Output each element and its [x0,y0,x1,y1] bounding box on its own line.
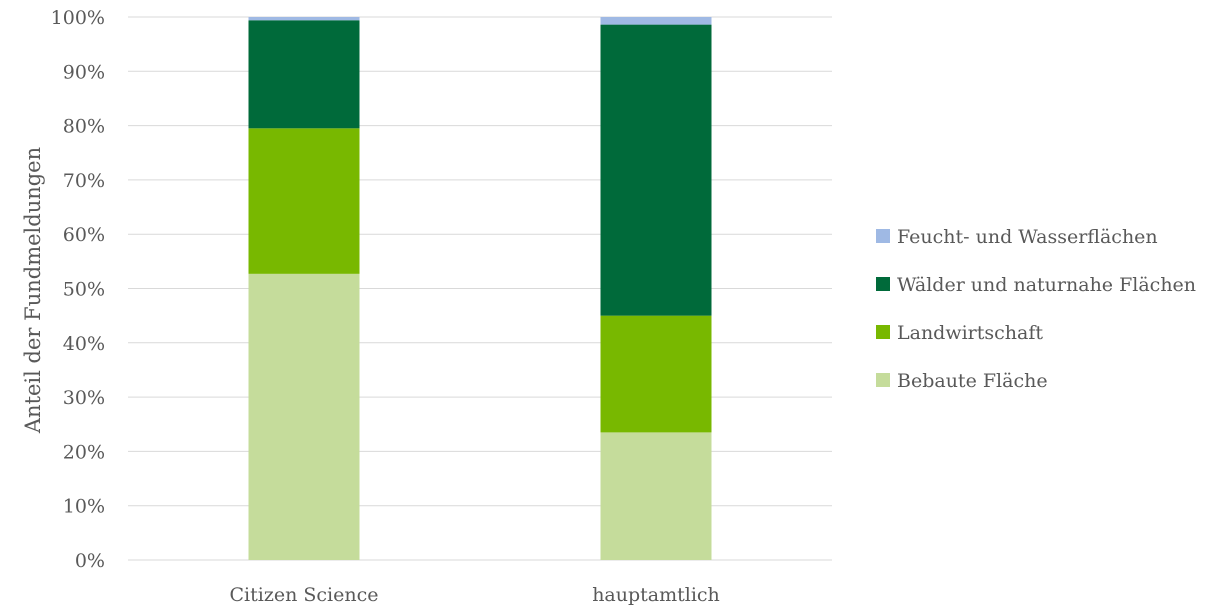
y-tick-label: 50% [63,279,105,301]
category-labels: Citizen Science hauptamtlich [230,584,720,606]
legend-swatch [876,229,890,243]
y-tick-label: 0% [75,550,105,572]
bar-segment [600,432,712,560]
y-tick-label: 90% [63,61,105,83]
gridlines [128,16,832,561]
legend-swatch [876,277,890,291]
y-tick-labels: 0% 10% 20% 30% 40% 50% 60% 70% 80% 90% 100% [51,7,105,572]
y-tick-label: 80% [63,116,105,138]
legend-label: Landwirtschaft [897,322,1043,344]
legend-label: Feucht- und Wasserflächen [897,226,1158,248]
category-label: Citizen Science [230,584,379,606]
legend-swatch [876,325,890,339]
bar-segment [600,17,712,25]
bar-segment [248,273,360,560]
legend-swatch [876,373,890,387]
y-tick-label: 40% [63,333,105,355]
legend-label: Wälder und naturnahe Flächen [897,274,1196,296]
bar-segment [248,128,360,274]
y-tick-label: 30% [63,387,105,409]
y-tick-label: 100% [51,7,105,29]
y-tick-label: 60% [63,224,105,246]
bar-segment [600,24,712,316]
bar-segment [600,315,712,433]
legend: Feucht- und Wasserflächen Wälder und natu… [876,226,1196,392]
bars [248,17,712,560]
y-tick-label: 20% [63,441,105,463]
category-label: hauptamtlich [592,584,720,606]
y-axis-title: Anteil der Fundmeldungen [21,147,45,434]
bar-segment [248,17,360,21]
bar-segment [248,20,360,129]
legend-label: Bebaute Fläche [897,370,1048,392]
y-tick-label: 10% [63,496,105,518]
y-tick-label: 70% [63,170,105,192]
